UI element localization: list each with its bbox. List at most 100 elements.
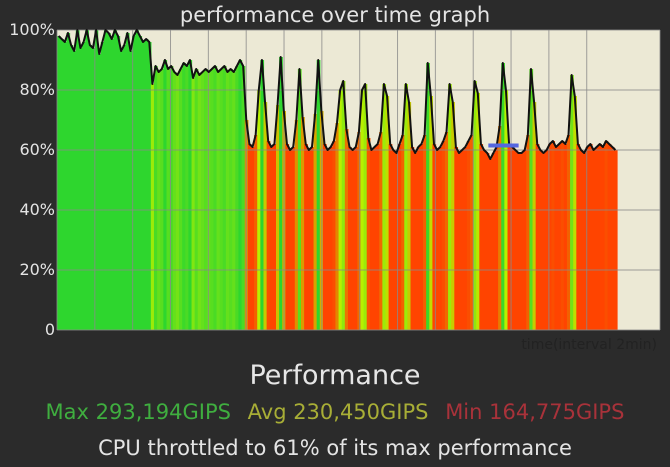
band-segment xyxy=(219,69,224,330)
band-segment xyxy=(554,147,559,330)
band-segment xyxy=(491,153,496,330)
band-segment xyxy=(557,144,562,330)
band-segment xyxy=(179,69,183,330)
band-segment xyxy=(466,141,471,330)
band-segment xyxy=(476,93,480,330)
band-segment xyxy=(526,135,530,330)
band-segment xyxy=(604,141,609,330)
min-stat: Min 164,775GIPS xyxy=(445,400,625,424)
band-segment xyxy=(391,150,396,330)
band-segment xyxy=(157,72,161,330)
y-tick-label: 40% xyxy=(19,200,55,219)
band-segment xyxy=(444,132,449,330)
band-segment xyxy=(566,135,571,330)
band-segment xyxy=(128,51,133,330)
band-segment xyxy=(410,147,415,330)
band-segment xyxy=(322,144,327,330)
band-segment xyxy=(473,81,477,330)
band-segment xyxy=(344,129,349,330)
band-segment xyxy=(372,147,377,330)
band-segment xyxy=(563,144,568,330)
band-segment xyxy=(147,42,152,330)
band-segment xyxy=(153,66,158,330)
band-segment xyxy=(379,132,383,330)
band-segment xyxy=(301,117,305,330)
band-segment xyxy=(78,48,83,330)
band-segment xyxy=(485,153,490,330)
band-segment xyxy=(432,144,437,330)
band-segment xyxy=(97,54,102,330)
band-segment xyxy=(601,147,606,330)
band-segment xyxy=(91,48,96,330)
band-segment xyxy=(482,150,487,330)
band-segment xyxy=(404,84,408,330)
band-segment xyxy=(598,144,602,330)
band-segment xyxy=(72,51,77,330)
band-segment xyxy=(250,147,255,330)
band-segment xyxy=(460,150,465,330)
band-segment xyxy=(457,153,462,330)
band-segment xyxy=(463,147,468,330)
band-segment xyxy=(520,153,524,330)
performance-color-bands xyxy=(57,30,618,330)
band-segment xyxy=(166,69,171,330)
band-segment xyxy=(182,63,186,330)
band-segment xyxy=(382,84,387,330)
band-segment xyxy=(507,144,512,330)
band-segment xyxy=(294,120,299,330)
band-segment xyxy=(100,42,105,330)
band-segment xyxy=(510,147,515,330)
band-segment xyxy=(591,150,596,330)
band-segment xyxy=(185,66,189,330)
band-segment xyxy=(479,144,484,330)
y-tick-label: 0 xyxy=(45,320,55,339)
band-segment xyxy=(307,150,312,330)
band-segment xyxy=(429,96,434,330)
band-segment xyxy=(541,153,546,330)
band-segment xyxy=(385,96,390,330)
band-segment xyxy=(398,144,402,330)
stats-row: Max 293,194GIPS Avg 230,450GIPS Min 164,… xyxy=(0,400,670,424)
band-segment xyxy=(613,150,618,330)
band-segment xyxy=(204,69,208,330)
performance-line xyxy=(57,29,617,160)
y-tick-label: 60% xyxy=(19,140,55,159)
band-segment xyxy=(494,147,499,330)
band-segment xyxy=(394,153,399,330)
band-segment xyxy=(82,42,86,330)
band-segment xyxy=(132,36,136,330)
band-segment xyxy=(269,147,274,330)
band-segment xyxy=(241,66,246,330)
band-segment xyxy=(523,150,527,330)
band-segment xyxy=(66,33,71,330)
band-segment xyxy=(498,126,502,330)
band-segment xyxy=(588,144,593,330)
band-segment xyxy=(501,63,505,330)
band-segment xyxy=(138,36,143,330)
band-segment xyxy=(172,72,177,330)
band-segment xyxy=(150,84,155,330)
band-segment xyxy=(469,135,474,330)
band-segment xyxy=(88,45,93,330)
band-segment xyxy=(413,153,418,330)
band-segment xyxy=(275,105,280,330)
band-segment xyxy=(107,33,111,330)
band-segment xyxy=(585,147,590,330)
band-segment xyxy=(423,135,427,330)
band-segment xyxy=(347,147,352,330)
band-segment xyxy=(570,75,574,330)
band-segment xyxy=(188,60,193,330)
band-segment xyxy=(401,135,405,330)
band-segment xyxy=(210,69,215,330)
band-segment xyxy=(285,144,290,330)
band-segment xyxy=(363,84,368,330)
band-segment xyxy=(247,144,252,330)
band-segment xyxy=(197,75,202,330)
band-segment xyxy=(316,60,321,330)
band-segment xyxy=(116,36,121,330)
band-segment xyxy=(103,30,108,330)
band-segment xyxy=(125,33,130,330)
band-segment xyxy=(407,102,412,330)
band-segment xyxy=(313,114,318,330)
band-segment xyxy=(369,150,374,330)
